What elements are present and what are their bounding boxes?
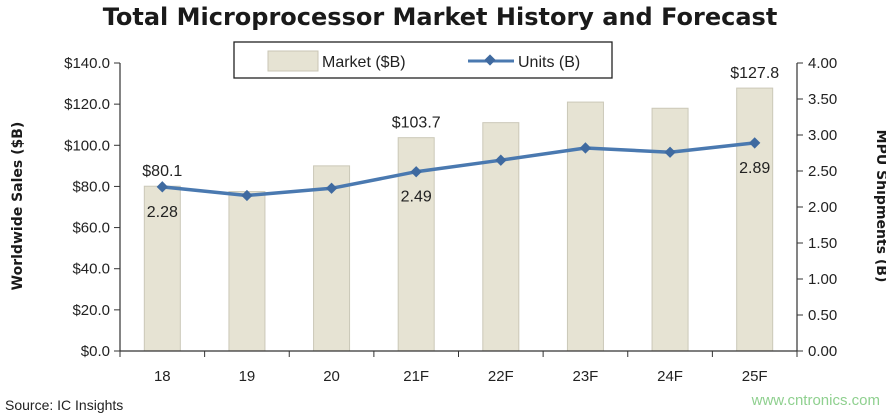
axes bbox=[119, 63, 798, 352]
y-tick-label-left: $40.0 bbox=[72, 261, 110, 278]
legend-label-units: Units (B) bbox=[518, 54, 580, 71]
data-labels: $80.1 $103.7 $127.8 2.28 2.49 2.89 bbox=[142, 65, 779, 221]
x-tick-label: 18 bbox=[154, 368, 171, 385]
line-marker-22F bbox=[495, 154, 507, 166]
x-tick-label: 22F bbox=[488, 368, 514, 385]
y-axis-title-left: Worldwide Sales ($B) bbox=[10, 122, 26, 291]
line-units bbox=[162, 141, 755, 198]
line-marker-20 bbox=[325, 182, 338, 194]
line-marker-21F bbox=[410, 166, 422, 178]
y-axis-left: $0.0 $20.0 $40.0 $60.0 $80.0 $100.0 $120.0 $140… bbox=[64, 55, 120, 360]
y-tick-label-right: 1.00 bbox=[808, 271, 837, 288]
y-tick-label-right: 2.50 bbox=[808, 163, 837, 180]
line-marker-24F bbox=[664, 146, 676, 158]
y-axis-right: 0.00 0.50 1.00 1.50 2.00 2.50 3.00 3.50 4.00 bbox=[797, 55, 837, 360]
x-tick-label: 25F bbox=[742, 368, 768, 385]
bar-series bbox=[143, 87, 774, 352]
y-tick-label-left: $80.0 bbox=[72, 178, 110, 195]
bar-market-19 bbox=[228, 191, 266, 352]
y-tick-label-right: 4.00 bbox=[808, 55, 837, 72]
bar-value-label: $127.8 bbox=[730, 65, 779, 82]
bar-market-20 bbox=[313, 165, 351, 352]
y-tick-label-right: 0.00 bbox=[808, 343, 837, 360]
bar-value-label: $103.7 bbox=[392, 115, 441, 132]
y-tick-label-left: $100.0 bbox=[64, 137, 110, 154]
line-marker-23F bbox=[579, 142, 592, 154]
x-axis: 18 19 20 21F 22F 23F 24F 25F bbox=[119, 351, 798, 385]
y-tick-label-right: 3.50 bbox=[808, 91, 837, 108]
legend: Market ($B) Units (B) bbox=[233, 41, 613, 79]
bar-market-24F bbox=[651, 107, 689, 352]
x-tick-label: 21F bbox=[403, 368, 429, 385]
bar-value-label: $80.1 bbox=[142, 163, 182, 180]
y-tick-label-left: $0.0 bbox=[81, 343, 110, 360]
y-tick-label-right: 1.50 bbox=[808, 235, 837, 252]
legend-label-market: Market ($B) bbox=[322, 54, 406, 71]
line-value-label: 2.28 bbox=[147, 204, 178, 221]
y-tick-label-right: 0.50 bbox=[808, 307, 837, 324]
x-tick-label: 19 bbox=[239, 368, 256, 385]
chart-title: Total Microprocessor Market History and … bbox=[103, 3, 778, 31]
source-note: Source: IC Insights bbox=[5, 397, 123, 413]
bar-market-23F bbox=[566, 101, 604, 352]
bar-market-25F bbox=[736, 87, 774, 352]
y-tick-label-right: 2.00 bbox=[808, 199, 837, 216]
x-tick-label: 23F bbox=[573, 368, 599, 385]
line-marker-18 bbox=[156, 181, 168, 193]
x-tick-label: 20 bbox=[323, 368, 340, 385]
bar-market-18 bbox=[143, 185, 181, 352]
y-tick-label-left: $20.0 bbox=[72, 302, 110, 319]
legend-swatch-market bbox=[267, 50, 319, 72]
y-tick-label-right: 3.00 bbox=[808, 127, 837, 144]
line-series bbox=[156, 137, 761, 202]
y-tick-label-left: $120.0 bbox=[64, 96, 110, 113]
line-value-label: 2.49 bbox=[401, 189, 432, 206]
y-tick-label-left: $140.0 bbox=[64, 55, 110, 72]
y-tick-label-left: $60.0 bbox=[72, 220, 110, 237]
y-axis-title-right: MPU Shipments (B) bbox=[873, 130, 886, 283]
line-value-label: 2.89 bbox=[739, 160, 770, 177]
line-marker-25F bbox=[749, 137, 761, 149]
line-marker-19 bbox=[241, 189, 253, 202]
legend-swatch-units-marker bbox=[484, 54, 496, 66]
x-tick-label: 24F bbox=[657, 368, 683, 385]
watermark: www.cntronics.com bbox=[751, 392, 880, 409]
